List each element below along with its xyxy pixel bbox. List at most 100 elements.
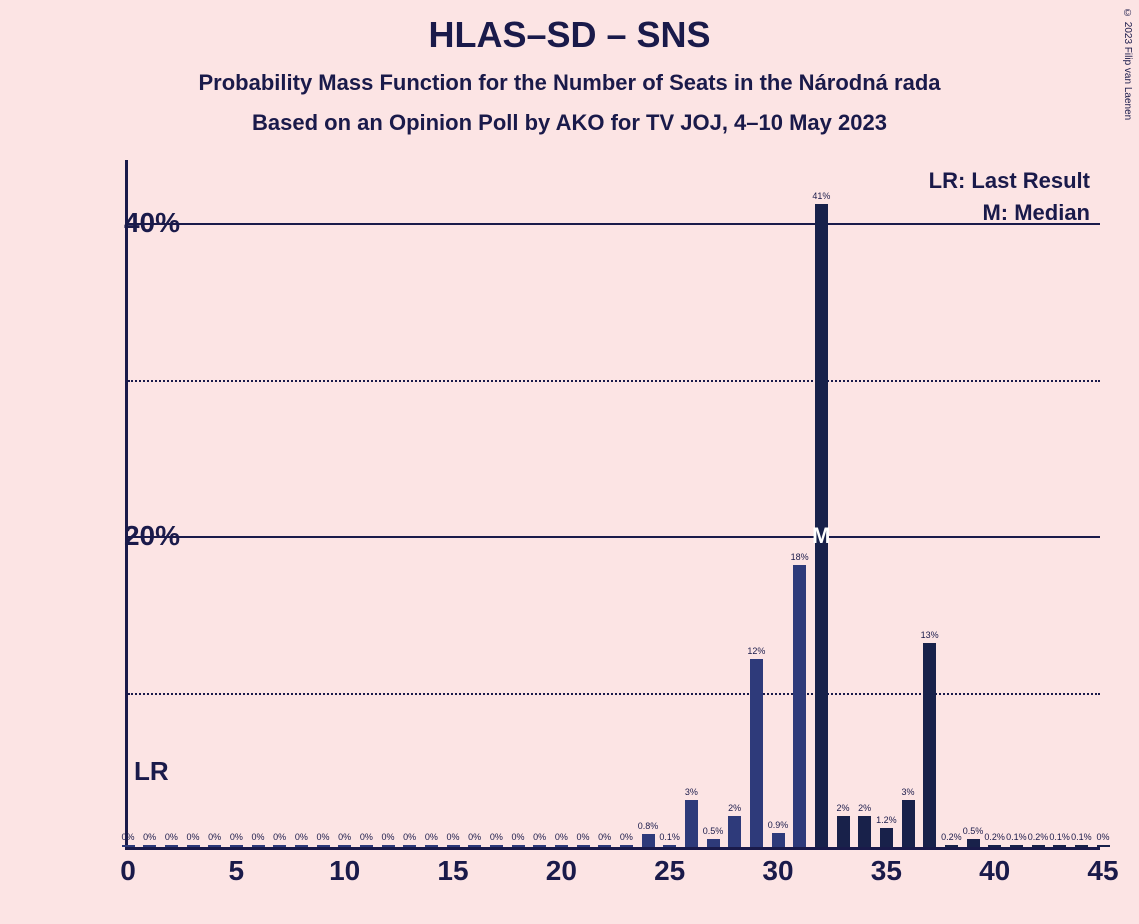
gridline <box>128 693 1100 695</box>
bar-label: 0.1% <box>659 832 680 842</box>
x-tick-label: 10 <box>329 855 360 887</box>
bar-label: 0% <box>533 832 546 842</box>
bar-label: 0% <box>338 832 351 842</box>
bar-seat-5 <box>230 845 243 847</box>
bar-seat-4 <box>208 845 221 847</box>
bar-label: 0.1% <box>1049 832 1070 842</box>
bar-label: 3% <box>685 787 698 797</box>
x-tick-label: 40 <box>979 855 1010 887</box>
bar-label: 13% <box>921 630 939 640</box>
bar-seat-42 <box>1032 845 1045 847</box>
chart-title: HLAS–SD – SNS <box>0 0 1139 56</box>
bar-seat-35 <box>880 828 893 847</box>
gridline <box>128 223 1100 225</box>
bar-label: 18% <box>791 552 809 562</box>
bar-label: 0.2% <box>941 832 962 842</box>
bar-seat-33 <box>837 816 850 847</box>
bar-label: 0% <box>360 832 373 842</box>
bar-seat-8 <box>295 845 308 847</box>
bar-label: 0.1% <box>1071 832 1092 842</box>
bar-label: 0.9% <box>768 820 789 830</box>
bar-seat-22 <box>598 845 611 847</box>
bar-seat-28 <box>728 816 741 847</box>
bar-label: 1.2% <box>876 815 897 825</box>
x-tick-label: 20 <box>546 855 577 887</box>
bar-label: 0% <box>143 832 156 842</box>
bar-seat-10 <box>338 845 351 847</box>
y-tick-label: 40% <box>80 207 180 239</box>
bar-seat-45 <box>1097 845 1110 847</box>
bar-seat-21 <box>577 845 590 847</box>
bar-label: 0% <box>620 832 633 842</box>
bar-seat-27 <box>707 839 720 847</box>
bar-seat-9 <box>317 845 330 847</box>
bar-label: 0% <box>446 832 459 842</box>
bar-label: 0.2% <box>1028 832 1049 842</box>
bar-label: 0% <box>295 832 308 842</box>
legend-lr: LR: Last Result <box>929 168 1090 194</box>
bar-label: 0.5% <box>703 826 724 836</box>
bar-label: 2% <box>836 803 849 813</box>
bar-label: 0% <box>316 832 329 842</box>
bar-seat-12 <box>382 845 395 847</box>
bar-seat-20 <box>555 845 568 847</box>
bar-label: 0% <box>598 832 611 842</box>
bar-label: 0.8% <box>638 821 659 831</box>
bar-seat-43 <box>1053 845 1066 847</box>
bar-label: 0% <box>511 832 524 842</box>
bar-label: 0% <box>1096 832 1109 842</box>
median-marker: M <box>812 523 830 549</box>
chart-container: LR: Last Result M: Median 40%20%05101520… <box>60 160 1100 880</box>
bar-seat-18 <box>512 845 525 847</box>
bar-seat-29 <box>750 659 763 847</box>
bar-seat-3 <box>187 845 200 847</box>
x-tick-label: 35 <box>871 855 902 887</box>
bar-label: 0% <box>121 832 134 842</box>
chart-subtitle: Probability Mass Function for the Number… <box>0 70 1139 96</box>
bar-seat-14 <box>425 845 438 847</box>
bar-label: 0% <box>555 832 568 842</box>
bar-label: 0% <box>165 832 178 842</box>
bar-label: 0% <box>208 832 221 842</box>
bar-seat-23 <box>620 845 633 847</box>
bar-seat-16 <box>468 845 481 847</box>
bar-seat-36 <box>902 800 915 847</box>
bar-label: 0% <box>381 832 394 842</box>
bar-seat-39 <box>967 839 980 847</box>
bar-label: 0.2% <box>984 832 1005 842</box>
bar-seat-44 <box>1075 845 1088 847</box>
bar-seat-6 <box>252 845 265 847</box>
bar-seat-31 <box>793 565 806 847</box>
bar-seat-40 <box>988 845 1001 847</box>
bar-seat-13 <box>403 845 416 847</box>
x-tick-label: 25 <box>654 855 685 887</box>
bar-seat-25 <box>663 845 676 847</box>
plot-area: LR: Last Result M: Median 40%20%05101520… <box>125 160 1100 850</box>
bar-seat-41 <box>1010 845 1023 847</box>
bar-label: 0% <box>468 832 481 842</box>
copyright-text: © 2023 Filip van Laenen <box>1122 8 1133 120</box>
bar-seat-38 <box>945 845 958 847</box>
x-tick-label: 30 <box>762 855 793 887</box>
bar-label: 0% <box>490 832 503 842</box>
bar-seat-17 <box>490 845 503 847</box>
bar-label: 0% <box>251 832 264 842</box>
bar-seat-19 <box>533 845 546 847</box>
bar-label: 0% <box>425 832 438 842</box>
x-tick-label: 0 <box>120 855 136 887</box>
bar-seat-0 <box>122 845 135 847</box>
bar-label: 12% <box>747 646 765 656</box>
bar-label: 2% <box>858 803 871 813</box>
bar-seat-15 <box>447 845 460 847</box>
bar-label: 0% <box>186 832 199 842</box>
bar-label: 0% <box>576 832 589 842</box>
bar-seat-34 <box>858 816 871 847</box>
bar-seat-37 <box>923 643 936 847</box>
bar-seat-11 <box>360 845 373 847</box>
bar-label: 0.1% <box>1006 832 1027 842</box>
x-tick-label: 45 <box>1087 855 1118 887</box>
bar-seat-1 <box>143 845 156 847</box>
x-tick-label: 5 <box>229 855 245 887</box>
bar-label: 0% <box>273 832 286 842</box>
x-tick-label: 15 <box>437 855 468 887</box>
